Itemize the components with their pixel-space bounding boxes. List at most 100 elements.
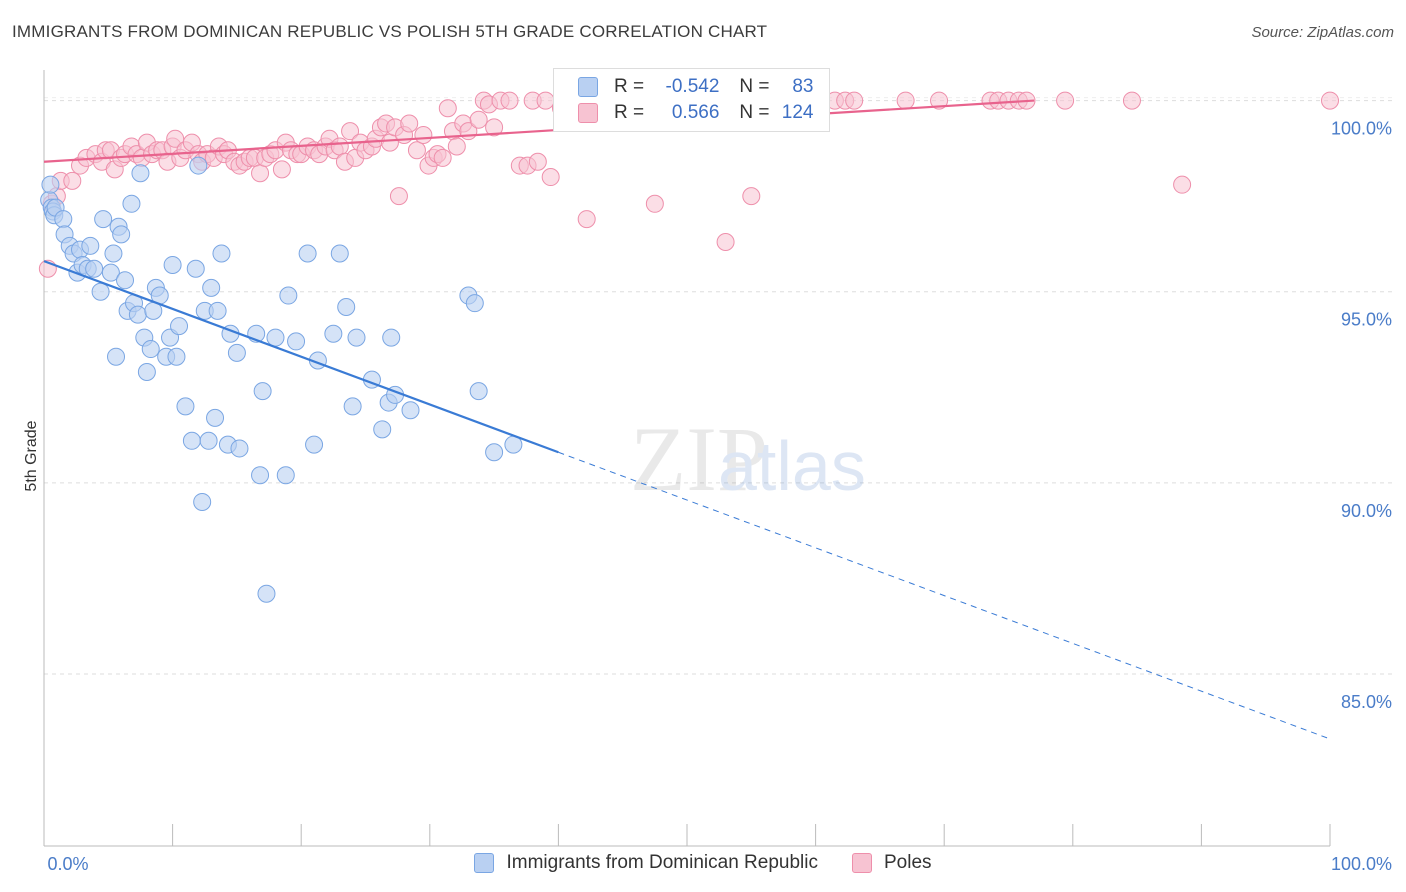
dominican-point bbox=[189, 156, 208, 175]
poles-point bbox=[930, 91, 949, 110]
dominican-point bbox=[107, 347, 126, 366]
dominican-point bbox=[81, 236, 100, 255]
poles-point bbox=[469, 110, 488, 129]
tick-labels: 85.0% 90.0% 95.0% 100.0% 0.0% 100.0% bbox=[47, 119, 1392, 874]
x-tick-label: 0.0% bbox=[47, 854, 88, 874]
dominican-point bbox=[276, 466, 295, 485]
trend-lines bbox=[43, 99, 1331, 740]
dominican-point bbox=[104, 244, 123, 263]
dominican-point bbox=[112, 225, 131, 244]
dominican-point bbox=[122, 194, 141, 213]
poles-point bbox=[577, 210, 596, 229]
stats-legend: R = -0.542 N = 83 R = 0.566 N = 124 bbox=[553, 68, 830, 132]
dominican-point bbox=[141, 340, 160, 359]
poles-point bbox=[63, 171, 82, 190]
dominican-point bbox=[193, 492, 212, 511]
dominican-point bbox=[230, 439, 249, 458]
poles-point bbox=[500, 91, 519, 110]
dominican-point bbox=[212, 244, 231, 263]
dominican-point bbox=[257, 584, 276, 603]
n-label: N = bbox=[739, 102, 770, 123]
poles-point bbox=[1122, 91, 1141, 110]
source-label: Source: ZipAtlas.com bbox=[1251, 24, 1394, 41]
poles-point bbox=[742, 187, 761, 206]
poles-trend-line bbox=[43, 99, 1035, 163]
dominican-point bbox=[298, 244, 317, 263]
poles-point bbox=[485, 118, 504, 137]
y-tick-label: 100.0% bbox=[1331, 119, 1392, 139]
dominican-point bbox=[208, 301, 227, 320]
poles-point bbox=[330, 137, 349, 156]
dominican-point bbox=[182, 431, 201, 450]
legend-label-dominican: Immigrants from Dominican Republic bbox=[506, 852, 818, 873]
legend-item-poles[interactable]: Poles bbox=[851, 852, 932, 874]
watermark: ZIP atlas bbox=[630, 408, 866, 510]
dominican-point bbox=[305, 435, 324, 454]
dominican-point bbox=[330, 244, 349, 263]
poles-point bbox=[407, 141, 426, 160]
dominican-point bbox=[251, 466, 270, 485]
dominican-point bbox=[176, 397, 195, 416]
dominican-point bbox=[373, 420, 392, 439]
blue-swatch bbox=[474, 853, 495, 873]
r-value: 0.566 bbox=[671, 102, 720, 123]
stats-row-poles: R = 0.566 N = 124 bbox=[578, 101, 814, 125]
n-value: 124 bbox=[781, 102, 814, 123]
poles-point bbox=[536, 91, 555, 110]
dominican-point bbox=[186, 259, 205, 278]
r-label: R = bbox=[614, 102, 645, 123]
poles-point bbox=[389, 187, 408, 206]
dominican-point bbox=[465, 294, 484, 313]
dominican-point bbox=[116, 271, 135, 290]
legend-label-poles: Poles bbox=[883, 852, 932, 873]
dominican-point bbox=[279, 286, 298, 305]
dominican-point bbox=[485, 443, 504, 462]
dominican-point bbox=[382, 328, 401, 347]
poles-point bbox=[1321, 91, 1339, 110]
dominican-trend-extension bbox=[558, 451, 1331, 740]
poles-point bbox=[400, 114, 419, 133]
dominican-point bbox=[91, 282, 110, 301]
dominican-point bbox=[266, 328, 285, 347]
dominican-point bbox=[163, 255, 182, 274]
watermark-atlas: atlas bbox=[718, 427, 866, 505]
poles-point bbox=[447, 137, 466, 156]
dominican-point bbox=[401, 401, 420, 420]
dominican-point bbox=[253, 382, 272, 401]
x-tick-label: 100.0% bbox=[1331, 854, 1392, 874]
chart-title: IMMIGRANTS FROM DOMINICAN REPUBLIC VS PO… bbox=[12, 22, 768, 41]
dominican-point bbox=[227, 343, 246, 362]
dominican-point bbox=[469, 382, 488, 401]
dominican-point bbox=[324, 324, 343, 343]
dominican-point bbox=[206, 408, 225, 427]
poles-point bbox=[251, 164, 270, 183]
dominican-points bbox=[40, 156, 523, 603]
dominican-point bbox=[41, 175, 60, 194]
dominican-trend-line bbox=[43, 260, 559, 454]
dominican-point bbox=[167, 347, 186, 366]
stats-row-dominican: R = -0.542 N = 83 bbox=[578, 75, 814, 99]
poles-point bbox=[414, 125, 433, 144]
dominican-point bbox=[94, 210, 113, 229]
legend-item-dominican[interactable]: Immigrants from Dominican Republic bbox=[474, 852, 818, 874]
r-label: R = bbox=[614, 76, 645, 97]
poles-point bbox=[1173, 175, 1192, 194]
dominican-point bbox=[199, 431, 218, 450]
pink-swatch bbox=[578, 103, 598, 123]
poles-point bbox=[166, 129, 185, 148]
poles-point bbox=[433, 148, 452, 167]
dominican-point bbox=[128, 305, 147, 324]
poles-point bbox=[645, 194, 664, 213]
dominican-point bbox=[101, 263, 120, 282]
n-value: 83 bbox=[792, 76, 814, 97]
poles-point bbox=[845, 91, 864, 110]
poles-point bbox=[716, 233, 735, 252]
r-value: -0.542 bbox=[665, 76, 720, 97]
dominican-point bbox=[202, 278, 221, 297]
blue-swatch bbox=[578, 77, 598, 97]
y-tick-label: 85.0% bbox=[1341, 692, 1392, 712]
poles-point bbox=[528, 152, 547, 171]
dominican-point bbox=[54, 210, 73, 229]
dominican-point bbox=[287, 332, 306, 351]
dominican-point bbox=[343, 397, 362, 416]
